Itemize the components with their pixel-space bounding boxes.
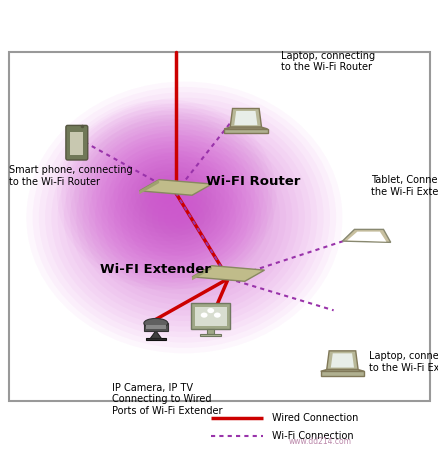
Polygon shape [342,229,390,242]
Polygon shape [207,329,214,334]
Text: Laptop, connecting
to the Wi-Fi Router: Laptop, connecting to the Wi-Fi Router [280,51,374,72]
Polygon shape [330,353,353,367]
Polygon shape [192,265,264,281]
Text: IP Camera, IP TV
Connecting to Wired
Ports of Wi-Fi Extender: IP Camera, IP TV Connecting to Wired Por… [112,383,222,416]
Bar [70,132,83,155]
Polygon shape [192,265,212,280]
Ellipse shape [144,318,167,328]
Polygon shape [223,129,267,133]
Text: Laptop, connecting
to the Wi-Fi Extender: Laptop, connecting to the Wi-Fi Extender [368,351,438,373]
Polygon shape [320,370,363,371]
Text: www.dd214.com: www.dd214.com [288,437,351,446]
Polygon shape [150,331,161,338]
Text: Wi-Fi Connection: Wi-Fi Connection [272,431,353,441]
Ellipse shape [207,308,214,313]
Polygon shape [223,127,267,129]
Bar [194,307,226,326]
Ellipse shape [213,313,220,318]
Polygon shape [346,231,385,241]
Polygon shape [326,351,357,370]
Text: Wi-FI Extender: Wi-FI Extender [99,263,210,276]
Polygon shape [234,111,257,125]
Bar [9,52,429,401]
Text: Wi-FI Router: Wi-FI Router [206,175,300,188]
Bar [145,325,166,329]
Polygon shape [139,180,159,194]
Polygon shape [144,323,167,331]
Polygon shape [320,371,363,376]
Bar [191,304,230,329]
Text: Wired Connection: Wired Connection [272,413,358,423]
Ellipse shape [200,313,207,318]
Polygon shape [139,180,212,195]
FancyBboxPatch shape [66,125,88,160]
Polygon shape [145,338,166,340]
Text: Tablet, Connecting to
the Wi-Fi Extender: Tablet, Connecting to the Wi-Fi Extender [370,175,438,197]
Text: Smart phone, connecting
to the Wi-Fi Router: Smart phone, connecting to the Wi-Fi Rou… [9,165,132,187]
Polygon shape [200,334,220,336]
Polygon shape [230,108,261,127]
